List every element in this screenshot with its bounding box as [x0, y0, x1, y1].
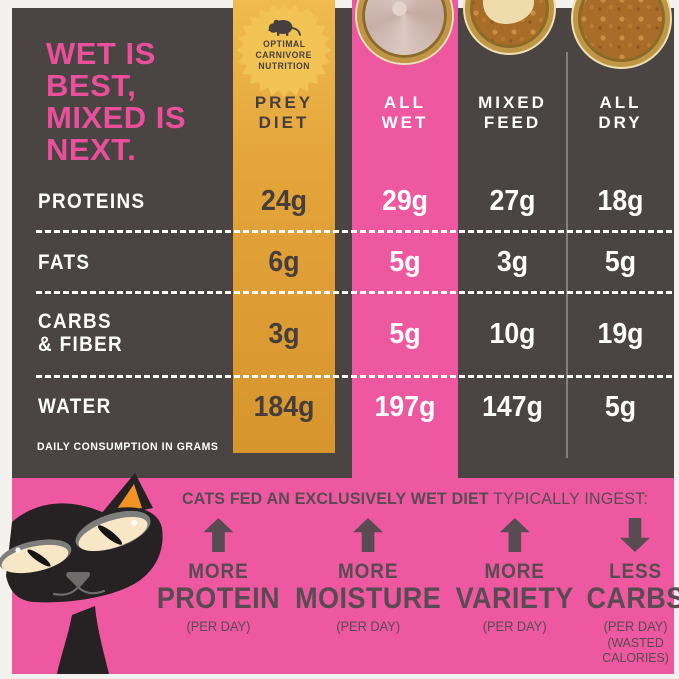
- benefit-more-variety: MORE VARIETY (PER DAY): [449, 518, 580, 635]
- value-fats-dry: 5g: [604, 246, 637, 278]
- row-label-proteins: PROTEINS: [38, 190, 146, 213]
- title-line: WET IS: [46, 36, 156, 71]
- column-header-line: ALL: [383, 93, 427, 112]
- comparison-table-panel: [12, 8, 674, 478]
- value-proteins-mixed: 27g: [489, 185, 536, 217]
- benefit-note: (PER DAY): [186, 619, 251, 634]
- title-line: MIXED IS: [46, 100, 187, 135]
- value-proteins-wet: 29g: [382, 185, 428, 217]
- benefit-less-carbs: LESS CARBS (PER DAY) (WASTED CALORIES): [581, 518, 679, 665]
- cat-nose: [66, 572, 90, 587]
- value-fats-prey: 6g: [268, 246, 300, 278]
- page-title: WET IS BEST, MIXED IS NEXT.: [46, 38, 186, 166]
- benefit-note: (PER DAY): [482, 619, 547, 634]
- row-label-line: CARBS: [38, 310, 112, 333]
- value-carbs-mixed: 10g: [489, 318, 536, 350]
- benefit-word: MORE: [188, 560, 249, 583]
- up-arrow-icon: [353, 518, 384, 552]
- value-proteins-prey: 24g: [261, 185, 307, 217]
- column-header-all-wet: ALL WET: [352, 93, 458, 133]
- benefit-note: (PER DAY): [336, 619, 400, 634]
- value-water-wet: 197g: [374, 391, 436, 423]
- footer-heading-bold: CATS FED AN EXCLUSIVELY WET DIET: [182, 490, 489, 508]
- column-header-all-dry: ALL DRY: [567, 93, 674, 133]
- row-label-fats: FATS: [38, 251, 91, 274]
- row-label-carbs-fiber: CARBS & FIBER: [38, 310, 123, 356]
- benefit-word: MORE: [337, 560, 399, 583]
- mouse-icon: [268, 19, 301, 36]
- value-water-dry: 5g: [604, 391, 637, 423]
- column-header-line: ALL: [599, 93, 642, 112]
- cat-neck: [57, 606, 109, 674]
- benefit-more-moisture: MORE MOISTURE (PER DAY): [287, 518, 449, 635]
- value-fats-mixed: 3g: [496, 246, 529, 278]
- optimal-carnivore-nutrition-badge: OPTIMAL CARNIVORE NUTRITION: [236, 2, 332, 102]
- column-header-line: WET: [381, 113, 429, 132]
- benefit-note: (PER DAY): [603, 619, 668, 634]
- black-cat-illustration: [0, 473, 163, 674]
- footer-heading-rest: TYPICALLY INGEST:: [488, 490, 648, 508]
- column-divider-line: [566, 52, 568, 458]
- cat-mouth: [52, 585, 106, 596]
- column-header-line: DRY: [598, 113, 643, 132]
- value-carbs-wet: 5g: [389, 318, 421, 350]
- column-header-line: MIXED: [478, 93, 547, 112]
- value-water-mixed: 147g: [482, 391, 543, 423]
- dry-food-bowl-image: [573, 0, 670, 67]
- row-label-water: WATER: [38, 395, 112, 418]
- value-carbs-prey: 3g: [268, 318, 300, 350]
- title-line: BEST,: [46, 68, 137, 103]
- row-separator: [36, 375, 672, 378]
- cat-eyes: [0, 510, 151, 574]
- column-header-mixed-feed: MIXED FEED: [458, 93, 567, 133]
- benefit-more-protein: MORE PROTEIN (PER DAY): [150, 518, 287, 635]
- benefit-note: (WASTED CALORIES): [601, 635, 669, 665]
- benefit-word: MOISTURE: [294, 582, 442, 615]
- column-header-line: FEED: [483, 113, 542, 132]
- starburst-seal: [236, 2, 332, 98]
- down-arrow-icon: [620, 518, 650, 552]
- benefit-word: VARIETY: [455, 582, 574, 615]
- row-label-line: & FIBER: [38, 333, 124, 356]
- column-header-line: DIET: [258, 113, 310, 132]
- column-header-prey-diet: PREY DIET: [233, 93, 335, 133]
- badge-text-line: NUTRITION: [258, 61, 310, 71]
- footer-heading: CATS FED AN EXCLUSIVELY WET DIET TYPICAL…: [168, 490, 663, 509]
- badge-text-line: CARNIVORE: [255, 50, 313, 60]
- all-wet-column-band: [352, 0, 458, 478]
- row-separator: [36, 230, 672, 233]
- benefit-word: PROTEIN: [156, 582, 281, 615]
- up-arrow-icon: [203, 518, 234, 552]
- cat-ear-inner: [115, 484, 142, 512]
- value-water-prey: 184g: [253, 391, 315, 423]
- footer-benefits-row: MORE PROTEIN (PER DAY) MORE MOISTURE (PE…: [150, 518, 679, 665]
- title-line: NEXT.: [46, 132, 137, 167]
- badge-text-line: OPTIMAL: [262, 39, 306, 49]
- benefit-word: MORE: [484, 560, 545, 583]
- value-proteins-dry: 18g: [597, 185, 644, 217]
- value-fats-wet: 5g: [389, 246, 421, 278]
- benefit-word: LESS: [608, 560, 662, 583]
- benefit-word: CARBS: [585, 582, 679, 615]
- value-carbs-dry: 19g: [597, 318, 644, 350]
- table-footnote: DAILY CONSUMPTION IN GRAMS: [37, 441, 219, 453]
- column-header-line: PREY: [254, 93, 314, 112]
- row-separator: [36, 291, 672, 294]
- up-arrow-icon: [499, 518, 530, 552]
